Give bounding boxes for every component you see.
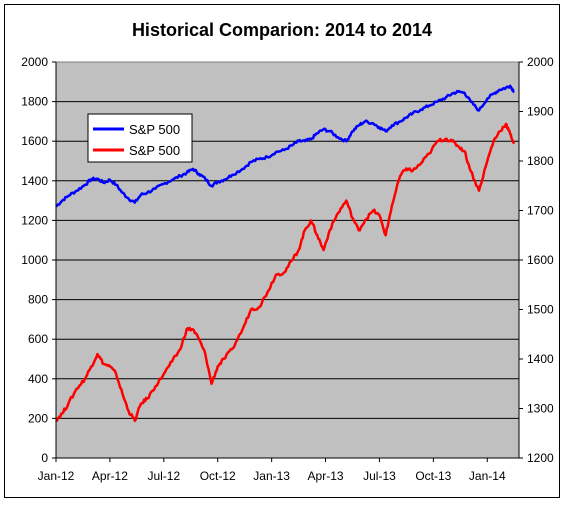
chart-title: Historical Comparion: 2014 to 2014 <box>132 20 432 40</box>
right-axis: 1200 1300 1400 1500 1600 1700 1800 1900 2000 <box>518 55 554 465</box>
right-tick-label: 1900 <box>527 105 554 119</box>
x-tick-label: Jul-12 <box>147 469 180 483</box>
left-tick-label: 1000 <box>21 253 48 267</box>
left-tick-label: 0 <box>41 451 48 465</box>
left-tick-label: 600 <box>28 332 48 346</box>
series-line-blue <box>55 84 515 208</box>
x-tick-label: Oct-13 <box>415 469 451 483</box>
right-tick-label: 1600 <box>527 253 554 267</box>
right-tick-label: 1300 <box>527 402 554 416</box>
series-line-red <box>55 122 516 423</box>
x-tick-label: Jan-14 <box>469 469 506 483</box>
legend-label-red: S&P 500 <box>129 143 180 158</box>
right-tick-label: 2000 <box>527 55 554 69</box>
legend-box <box>87 113 193 163</box>
right-tick-label: 1500 <box>527 303 554 317</box>
left-tick-label: 2000 <box>21 55 48 69</box>
x-tick-label: Jan-13 <box>253 469 290 483</box>
left-axis: 0 200 400 600 800 1000 1200 1400 1600 1800 2000 <box>21 55 57 465</box>
legend-label-blue: S&P 500 <box>129 122 180 137</box>
series-lines <box>55 84 516 423</box>
left-tick-label: 1600 <box>21 134 48 148</box>
left-tick-label: 400 <box>28 372 48 386</box>
right-tick-label: 1800 <box>527 154 554 168</box>
right-tick-label: 1400 <box>527 352 554 366</box>
legend: S&P 500 S&P 500 <box>87 113 193 163</box>
left-tick-label: 1200 <box>21 213 48 227</box>
left-tick-label: 800 <box>28 293 48 307</box>
left-tick-label: 200 <box>28 411 48 425</box>
x-tick-label: Apr-12 <box>92 469 128 483</box>
x-axis: Jan-12 Apr-12 Jul-12 Oct-12 Jan-13 Apr-13 Jul-… <box>38 457 519 483</box>
x-tick-label: Jan-12 <box>38 469 75 483</box>
x-tick-label: Oct-12 <box>200 469 236 483</box>
right-tick-label: 1700 <box>527 204 554 218</box>
left-tick-label: 1800 <box>21 95 48 109</box>
left-tick-label: 1400 <box>21 174 48 188</box>
x-tick-label: Jul-13 <box>363 469 396 483</box>
x-tick-label: Apr-13 <box>308 469 344 483</box>
right-tick-label: 1200 <box>527 451 554 465</box>
